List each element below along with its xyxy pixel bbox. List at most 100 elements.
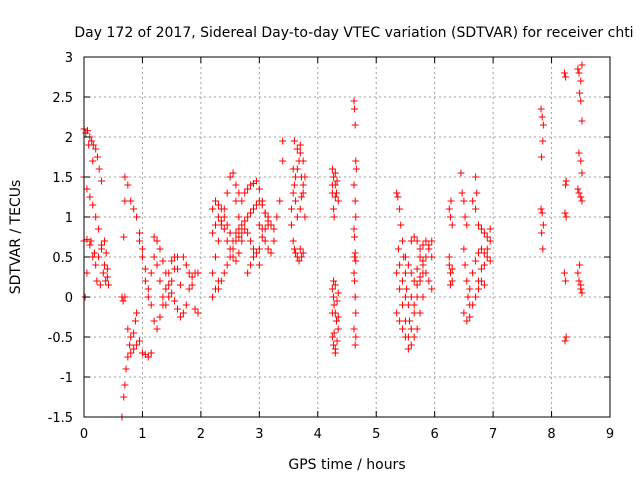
data-point: [127, 349, 135, 357]
data-point: [232, 197, 240, 205]
data-point: [267, 249, 275, 257]
data-point: [226, 173, 234, 181]
data-point: [352, 257, 360, 265]
data-point: [472, 257, 480, 265]
data-point: [194, 309, 202, 317]
data-point: [475, 277, 482, 285]
data-point: [165, 281, 173, 289]
data-point: [136, 337, 144, 345]
data-point: [98, 177, 106, 185]
x-tick-labels: 0 1 2 3 4 5 6 7 8 9: [80, 427, 614, 442]
data-point: [214, 201, 222, 209]
data-point: [95, 225, 103, 233]
data-point: [124, 181, 132, 189]
data-point: [162, 285, 170, 293]
data-point: [258, 233, 266, 241]
data-point: [419, 241, 427, 249]
data-point: [133, 309, 141, 317]
data-point: [96, 281, 104, 289]
data-point: [156, 277, 164, 285]
data-point: [232, 229, 240, 237]
y-tick-label: -1: [60, 371, 73, 386]
x-tick-label: 0: [80, 427, 88, 442]
data-point: [425, 277, 433, 285]
data-point: [293, 213, 301, 221]
data-point: [226, 253, 234, 261]
data-point: [577, 157, 585, 165]
data-point: [538, 209, 546, 217]
data-point: [410, 309, 418, 317]
y-tick-label: 2.5: [52, 91, 73, 106]
data-point: [182, 301, 190, 309]
x-tick-label: 2: [197, 427, 205, 442]
data-point: [174, 305, 182, 313]
data-point: [244, 213, 252, 221]
data-point: [258, 225, 266, 233]
data-point: [562, 333, 570, 341]
data-point: [403, 285, 411, 293]
data-point: [352, 165, 360, 173]
data-point: [577, 77, 585, 85]
data-point: [475, 285, 482, 293]
data-point: [472, 205, 480, 213]
grid-lines: [84, 57, 610, 417]
x-tick-label: 9: [606, 427, 614, 442]
data-point: [483, 253, 491, 261]
data-point: [249, 205, 257, 213]
x-tick-label: 8: [547, 427, 555, 442]
data-point: [296, 205, 304, 213]
data-point: [447, 197, 455, 205]
data-point: [105, 281, 113, 289]
data-point: [220, 269, 228, 277]
data-point: [561, 209, 569, 217]
data-point: [469, 269, 477, 277]
data-point: [334, 313, 342, 321]
data-point: [396, 205, 404, 213]
data-point: [232, 257, 240, 265]
data-point: [352, 213, 360, 221]
data-point: [292, 173, 300, 181]
data-point: [150, 233, 158, 241]
data-point: [461, 213, 469, 221]
data-point: [422, 269, 430, 277]
data-point: [162, 301, 170, 309]
data-point: [153, 325, 161, 333]
data-point: [214, 237, 222, 245]
data-point: [419, 293, 427, 301]
data-point: [472, 173, 480, 181]
data-point: [120, 233, 128, 241]
data-point: [86, 193, 94, 201]
data-point: [159, 293, 167, 301]
data-point: [247, 261, 255, 269]
data-point: [486, 237, 494, 245]
data-point: [473, 189, 481, 197]
data-point: [351, 105, 359, 113]
data-point: [85, 141, 93, 149]
data-point: [539, 245, 547, 253]
data-point: [252, 249, 260, 257]
data-point: [171, 297, 179, 305]
data-point: [301, 173, 309, 181]
data-point: [301, 213, 309, 221]
data-point: [413, 237, 421, 245]
data-point: [577, 97, 585, 105]
data-point: [238, 229, 246, 237]
data-point: [460, 309, 468, 317]
data-point: [102, 249, 110, 257]
data-point: [121, 173, 129, 181]
data-point: [153, 237, 161, 245]
data-point: [445, 261, 453, 269]
data-point: [235, 233, 243, 241]
data-point: [212, 253, 219, 261]
data-point: [333, 337, 341, 345]
data-point: [209, 269, 217, 277]
y-tick-label: 1: [65, 211, 73, 226]
data-point: [226, 229, 234, 237]
data-point: [480, 229, 488, 237]
data-point: [331, 345, 339, 353]
data-point: [483, 233, 491, 241]
data-point: [99, 269, 107, 277]
data-point: [407, 237, 415, 245]
data-point: [539, 221, 547, 229]
data-point: [297, 253, 305, 261]
